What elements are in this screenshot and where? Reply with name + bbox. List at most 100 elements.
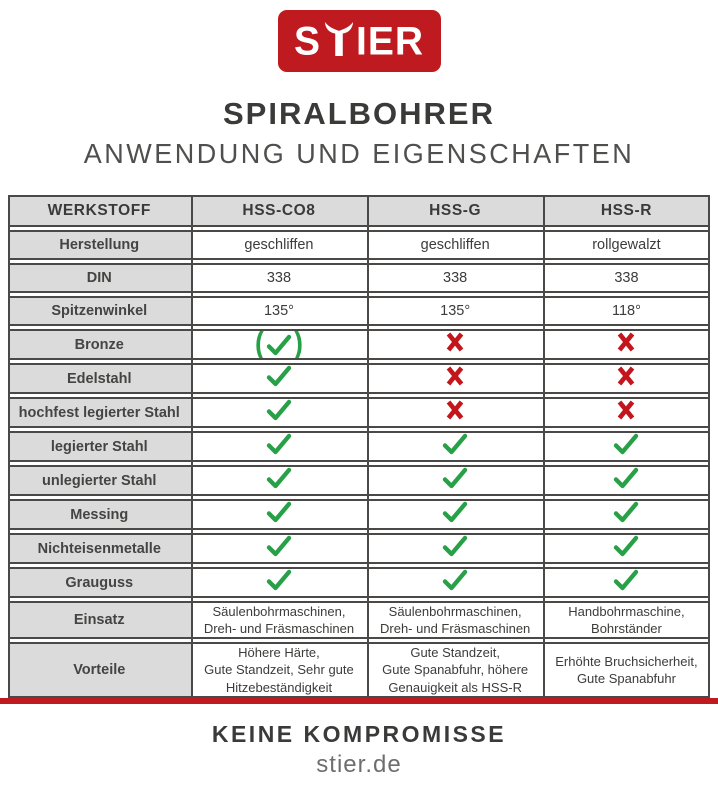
column-header: HSS-G [367, 195, 543, 227]
check-icon [266, 569, 292, 591]
check-mark [266, 569, 292, 591]
table-row: Nichteisenmetalle [8, 533, 710, 564]
table-cell [367, 567, 543, 598]
cross-icon [618, 332, 635, 352]
table-cell: Säulenbohrmaschinen, Dreh- und Fräsmasch… [367, 601, 543, 640]
cross-icon [446, 366, 464, 386]
table-row: Edelstahl [8, 363, 710, 394]
check-mark [613, 569, 639, 591]
check-mark [442, 535, 468, 557]
table-cell: 338 [542, 263, 710, 293]
check-icon [614, 535, 639, 557]
table-cell: 118° [542, 296, 710, 326]
row-label: legierter Stahl [8, 431, 191, 462]
cross-icon [446, 332, 464, 352]
row-label: Herstellung [8, 230, 191, 260]
table-cell [190, 363, 368, 394]
check-mark [266, 535, 292, 557]
table-cell: Erhöhte Bruchsicherheit, Gute Spanabfuhr [542, 642, 710, 698]
table-row: DIN 338 338 338 [8, 263, 710, 293]
check-mark [266, 467, 292, 489]
bull-horn-t-icon [324, 22, 354, 56]
table-cell [542, 329, 710, 360]
logo-text-before-t: S [293, 19, 321, 63]
table-cell [542, 465, 710, 496]
page-subtitle: ANWENDUNG UND EIGENSCHAFTEN [83, 138, 635, 170]
table-row: Herstellung geschliffen geschliffen rollgew… [8, 230, 710, 260]
table-row: Bronze () [8, 329, 710, 360]
check-mark [266, 433, 292, 455]
row-label: Messing [8, 499, 191, 530]
cross-mark [445, 332, 465, 352]
table-cell [542, 533, 710, 564]
column-header: HSS-R [542, 195, 710, 227]
row-label: hochfest legierter Stahl [8, 397, 191, 428]
table-cell [367, 465, 543, 496]
logo-text-after-t: IER [356, 19, 425, 63]
cross-mark [616, 366, 636, 386]
row-label: Edelstahl [8, 363, 191, 394]
check-icon [442, 467, 468, 489]
row-label: Einsatz [8, 601, 191, 640]
check-icon [266, 334, 292, 355]
check-icon [614, 501, 639, 523]
close-bracket: ) [293, 329, 303, 360]
row-label: Nichteisenmetalle [8, 533, 191, 564]
table-cell [190, 533, 368, 564]
check-mark [266, 365, 292, 387]
check-icon [266, 467, 292, 489]
row-label: DIN [8, 263, 191, 293]
table-row: legierter Stahl [8, 431, 710, 462]
table-body: Herstellung geschliffen geschliffen rollgew… [8, 230, 710, 698]
cross-mark [445, 400, 465, 420]
red-accent-line [0, 697, 718, 704]
comparison-table: WERKSTOFF HSS-CO8 HSS-G HSS-R Herstellung ge… [8, 192, 710, 701]
row-label: Bronze [8, 329, 191, 360]
table-row: Messing [8, 499, 710, 530]
check-mark [442, 433, 468, 455]
table-cell [542, 431, 710, 462]
check-icon [266, 433, 292, 455]
stier-logo: S IER [277, 10, 441, 72]
table-cell: 338 [190, 263, 368, 293]
header-row: WERKSTOFF HSS-CO8 HSS-G HSS-R [8, 195, 710, 227]
table-cell [367, 397, 543, 428]
table-row: hochfest legierter Stahl [8, 397, 710, 428]
check-icon [614, 569, 639, 591]
table-row: Einsatz Säulenbohrmaschinen, Dreh- und Fr… [8, 601, 710, 640]
footer-slogan: KEINE KOMPROMISSE [211, 720, 507, 747]
check-icon [614, 467, 639, 489]
table-cell [542, 567, 710, 598]
footer-website: stier.de [316, 750, 402, 778]
table-cell [190, 397, 368, 428]
check-icon [442, 535, 468, 557]
table-cell: geschliffen [367, 230, 543, 260]
check-mark [613, 501, 639, 523]
table-cell [367, 431, 543, 462]
row-label: Vorteile [8, 642, 191, 698]
check-icon [266, 399, 292, 421]
cross-mark [616, 400, 636, 420]
bracketed-check-mark: () [255, 331, 303, 358]
table-row: unlegierter Stahl [8, 465, 710, 496]
table-cell [542, 499, 710, 530]
table-cell: geschliffen [190, 230, 368, 260]
column-header: HSS-CO8 [190, 195, 368, 227]
open-bracket: ( [254, 329, 264, 360]
check-mark [442, 501, 468, 523]
table-cell: 135° [190, 296, 368, 326]
check-icon [614, 433, 639, 455]
check-icon [266, 501, 292, 523]
cross-mark [445, 366, 465, 386]
check-icon [442, 569, 468, 591]
table-cell: Säulenbohrmaschinen, Dreh- und Fräsmasch… [190, 601, 368, 640]
check-icon [266, 365, 292, 387]
check-mark [442, 467, 468, 489]
check-icon [442, 433, 468, 455]
table-cell [542, 363, 710, 394]
table-row: Spitzenwinkel 135° 135° 118° [8, 296, 710, 326]
table-cell [367, 499, 543, 530]
cross-icon [618, 400, 635, 420]
table-cell: Höhere Härte, Gute Standzeit, Sehr gute … [190, 642, 368, 698]
